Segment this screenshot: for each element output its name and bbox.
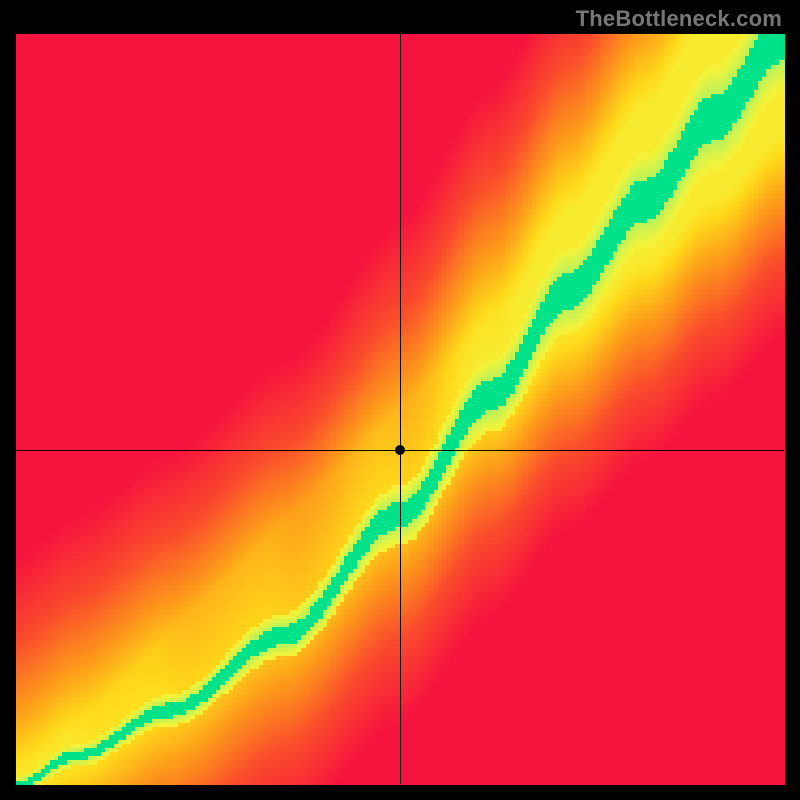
crosshair-vertical [400, 34, 401, 784]
crosshair-dot [395, 445, 405, 455]
chart-container: { "watermark": { "text": "TheBottleneck.… [0, 0, 800, 800]
watermark-text: TheBottleneck.com [576, 6, 782, 32]
